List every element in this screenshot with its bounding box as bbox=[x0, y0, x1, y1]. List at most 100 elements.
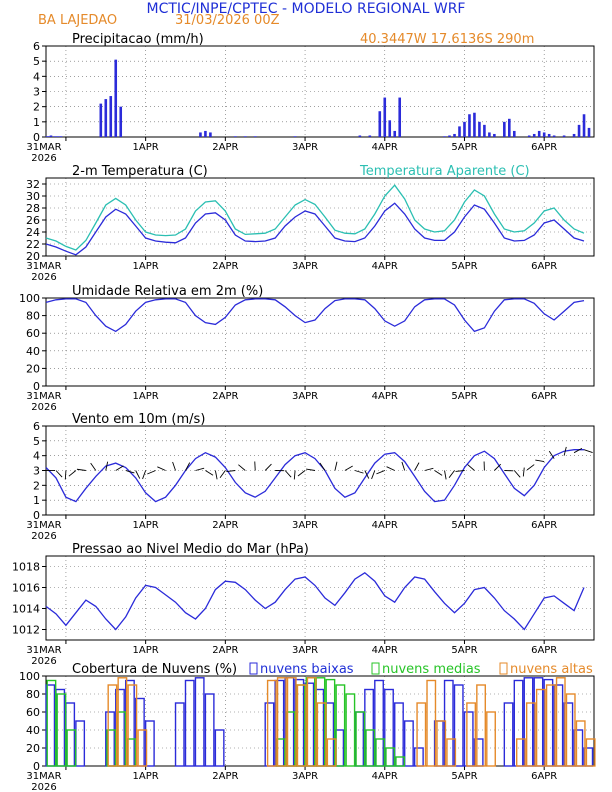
y-tick-label: 1018 bbox=[12, 561, 40, 574]
x-tick-label: 6APR bbox=[531, 520, 557, 531]
cloud-bar bbox=[355, 711, 366, 767]
x-tick-label: 2APR bbox=[212, 261, 238, 272]
precip-bar bbox=[537, 130, 541, 137]
y-tick-label: 60 bbox=[26, 327, 40, 340]
cloud-bar bbox=[184, 679, 195, 767]
x-tick-label: 31MAR bbox=[26, 391, 61, 402]
y-tick-label: 2 bbox=[33, 101, 40, 114]
legend-label: nuvens baixas bbox=[260, 662, 354, 677]
precip-bar bbox=[47, 136, 51, 137]
wind-barb bbox=[297, 470, 306, 477]
wind-barb bbox=[344, 465, 353, 471]
y-tick-label: 0 bbox=[33, 760, 40, 773]
y-tick-label: 4 bbox=[33, 450, 40, 463]
cloud-bar bbox=[306, 677, 317, 767]
x-tick-label: 4APR bbox=[372, 142, 398, 153]
x-tick-label: 1APR bbox=[133, 520, 159, 531]
wind-barb bbox=[467, 464, 475, 471]
wind-barb bbox=[284, 470, 292, 478]
x-tick-label: 4APR bbox=[372, 520, 398, 531]
cloud-bar bbox=[446, 738, 457, 767]
y-tick-label: 22 bbox=[26, 238, 40, 251]
legend-swatch bbox=[371, 662, 380, 675]
wind-barb bbox=[306, 468, 316, 471]
precip-bar bbox=[493, 133, 496, 137]
wind-barb bbox=[448, 470, 455, 478]
panel-frame bbox=[45, 45, 595, 138]
wind-barb bbox=[535, 459, 545, 463]
run-date: 31/03/2026 00Z bbox=[175, 13, 280, 28]
y-tick-label: 3 bbox=[33, 465, 40, 478]
y-tick-label: 0 bbox=[33, 509, 40, 522]
precip-bar bbox=[45, 136, 49, 137]
precip-bar bbox=[209, 132, 212, 137]
y-tick-label: 6 bbox=[33, 40, 40, 53]
cloud-bar bbox=[426, 679, 437, 767]
y-tick-label: 4 bbox=[33, 70, 40, 83]
wind-barb bbox=[522, 467, 525, 477]
panel-title: Precipitacao (mm/h) bbox=[72, 32, 204, 47]
precip-bar bbox=[378, 111, 382, 137]
station-coords: 40.3447W 17.6136S 290m bbox=[360, 32, 534, 47]
cloud-bar bbox=[413, 747, 424, 767]
wind-barb bbox=[319, 462, 326, 471]
precip-bar bbox=[293, 136, 297, 137]
x-tick-label: 1APR bbox=[133, 142, 159, 153]
cloud-bar bbox=[75, 720, 86, 767]
panel-title: 2-m Temperatura (C) bbox=[72, 164, 208, 179]
legend-label: Temperatura Aparente (C) bbox=[359, 164, 530, 179]
y-tick-label: 40 bbox=[26, 345, 40, 358]
wind-barb bbox=[583, 449, 593, 453]
precip-bar bbox=[582, 114, 586, 137]
x-tick-label: 31MAR bbox=[26, 261, 61, 272]
x-tick-label: 5APR bbox=[451, 142, 477, 153]
precip-bar bbox=[199, 132, 202, 137]
panel-4: Pressao ao Nivel Medio do Mar (hPa) 1012 1… bbox=[12, 542, 595, 667]
x-tick-label: 4APR bbox=[372, 771, 398, 782]
y-tick-label: 32 bbox=[26, 178, 40, 191]
precip-bar bbox=[383, 97, 387, 137]
y-tick-label: 24 bbox=[26, 226, 40, 239]
precip-bar bbox=[398, 97, 402, 137]
wind-barb bbox=[494, 463, 502, 471]
wind-barb bbox=[76, 468, 86, 471]
precip-bar bbox=[53, 136, 57, 137]
x-tick-label: 3APR bbox=[292, 520, 318, 531]
x-tick-label: 5APR bbox=[451, 391, 477, 402]
precip-bar bbox=[49, 135, 53, 137]
cloud-bar bbox=[174, 702, 185, 767]
wind-barb bbox=[376, 470, 385, 475]
wind-barb bbox=[264, 463, 272, 471]
y-tick-label: 100 bbox=[19, 670, 40, 683]
cloud-bar bbox=[525, 702, 536, 767]
panel-5: Cobertura de Nuvens (%) 0 20 40 60 80 100 31MAR… bbox=[19, 662, 596, 792]
panel-title: Pressao ao Nivel Medio do Mar (hPa) bbox=[72, 542, 309, 557]
wind-barb bbox=[55, 470, 63, 478]
cloud-bar bbox=[266, 679, 277, 767]
cloud-bar bbox=[117, 677, 128, 767]
cloud-bar bbox=[545, 684, 556, 767]
wind-barb bbox=[371, 470, 376, 480]
x-tick-label: 4APR bbox=[372, 645, 398, 656]
x-tick-label: 1APR bbox=[133, 391, 159, 402]
panel-frame bbox=[45, 297, 595, 387]
x-tick-label: 2APR bbox=[212, 771, 238, 782]
wind-barb bbox=[214, 470, 218, 480]
cloud-bar bbox=[515, 738, 526, 767]
precip-bar bbox=[59, 136, 63, 137]
y-tick-label: 1016 bbox=[12, 582, 40, 595]
wind-barb bbox=[563, 446, 567, 456]
panel-title: Umidade Relativa em 2m (%) bbox=[72, 284, 263, 299]
y-tick-label: 60 bbox=[26, 706, 40, 719]
panel-frame bbox=[45, 177, 595, 257]
cloud-bar bbox=[46, 679, 57, 767]
wind-barb bbox=[205, 470, 214, 476]
x-tick-label: 2APR bbox=[212, 391, 238, 402]
precip-bar bbox=[587, 127, 591, 137]
precip-bar bbox=[512, 130, 516, 137]
wind-barb bbox=[238, 464, 246, 471]
cloud-bar bbox=[403, 720, 414, 767]
cloud-bar bbox=[144, 720, 155, 767]
y-tick-label: 100 bbox=[19, 292, 40, 305]
